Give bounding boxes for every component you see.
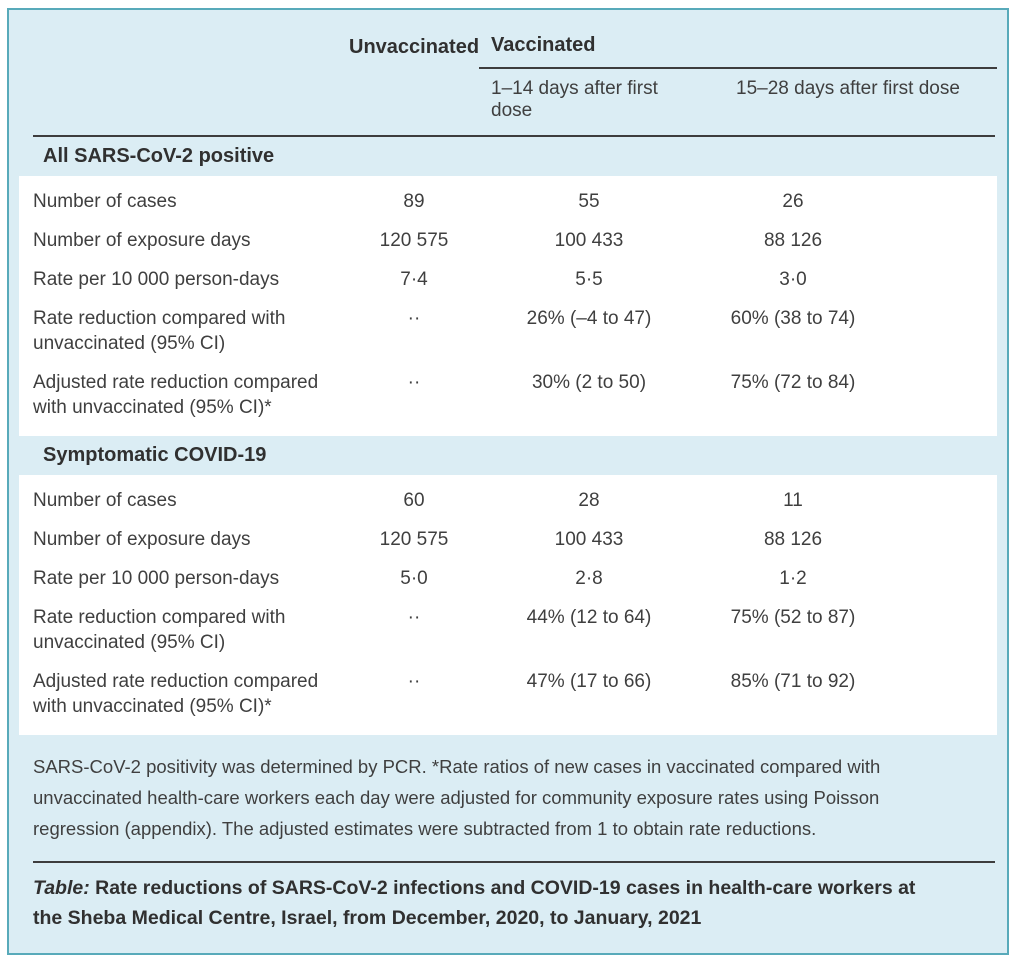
- value-dose1: 100 433: [554, 230, 624, 251]
- caption-label: Table:: [33, 877, 90, 899]
- value-dose2: 75% (72 to 84): [730, 372, 856, 393]
- value-unvaccinated: ··: [407, 372, 421, 393]
- value-unvaccinated: 120 575: [379, 529, 449, 550]
- column-header: Unvaccinated Vaccinated 1–14 days after …: [19, 20, 997, 137]
- row-label: Number of cases: [33, 191, 177, 212]
- row-label: Rate reduction compared with unvaccinate…: [33, 308, 286, 354]
- value-unvaccinated: ··: [407, 671, 421, 692]
- value-dose1: 2·8: [575, 568, 603, 589]
- header-bottom-rule: [33, 135, 995, 137]
- value-unvaccinated: 7·4: [400, 269, 428, 290]
- section-rows-panel: Number of cases 60 28 11 Number of expos…: [19, 475, 997, 735]
- table-caption: Table: Rate reductions of SARS-CoV-2 inf…: [19, 863, 949, 937]
- column-header-dose1: 1–14 days after first dose: [491, 78, 658, 121]
- value-dose1: 5·5: [575, 269, 603, 290]
- value-dose1: 28: [578, 490, 600, 511]
- value-dose2: 88 126: [763, 230, 823, 251]
- value-dose1: 47% (17 to 66): [526, 671, 652, 692]
- value-unvaccinated: 120 575: [379, 230, 449, 251]
- value-dose1: 30% (2 to 50): [531, 372, 647, 393]
- table-footnote: SARS-CoV-2 positivity was determined by …: [33, 756, 881, 839]
- value-dose2: 60% (38 to 74): [730, 308, 856, 329]
- table-row: Rate per 10 000 person-days 7·4 5·5 3·0: [19, 260, 997, 299]
- table-body: All SARS-CoV-2 positive Number of cases …: [19, 137, 997, 735]
- value-unvaccinated: 60: [403, 490, 425, 511]
- column-header-unvaccinated: Unvaccinated: [349, 36, 480, 58]
- value-dose2: 11: [783, 490, 803, 511]
- row-label: Number of exposure days: [33, 230, 251, 251]
- value-dose2: 85% (71 to 92): [730, 671, 856, 692]
- value-unvaccinated: 89: [403, 191, 425, 212]
- value-unvaccinated: 5·0: [400, 568, 428, 589]
- value-unvaccinated: ··: [407, 607, 421, 628]
- column-header-row-subcolumns: 1–14 days after first dose 15–28 days af…: [19, 78, 997, 122]
- section-rows-panel: Number of cases 89 55 26 Number of expos…: [19, 176, 997, 436]
- value-dose1: 100 433: [554, 529, 624, 550]
- table-row: Adjusted rate reduction compared with un…: [19, 363, 997, 427]
- value-unvaccinated: ··: [407, 308, 421, 329]
- column-header-row-groups: Unvaccinated Vaccinated: [19, 34, 997, 69]
- lancet-table-card: Unvaccinated Vaccinated 1–14 days after …: [7, 8, 1009, 955]
- table-row: Number of exposure days 120 575 100 433 …: [19, 520, 997, 559]
- caption-top-rule: [33, 861, 995, 863]
- table-section: All SARS-CoV-2 positive Number of cases …: [19, 137, 997, 436]
- row-label: Number of cases: [33, 490, 177, 511]
- value-dose2: 26: [782, 191, 804, 212]
- value-dose2: 88 126: [763, 529, 823, 550]
- table-row: Number of cases 60 28 11: [19, 481, 997, 520]
- value-dose2: 3·0: [779, 269, 807, 290]
- value-dose2: 75% (52 to 87): [730, 607, 856, 628]
- section-title: Symptomatic COVID-19: [43, 444, 267, 466]
- section-title: All SARS-CoV-2 positive: [43, 145, 275, 167]
- column-header-vaccinated: Vaccinated: [479, 34, 997, 69]
- table-row: Adjusted rate reduction compared with un…: [19, 662, 997, 726]
- row-label: Number of exposure days: [33, 529, 251, 550]
- row-label: Rate per 10 000 person-days: [33, 269, 280, 290]
- table-row: Rate per 10 000 person-days 5·0 2·8 1·2: [19, 559, 997, 598]
- value-dose1: 44% (12 to 64): [526, 607, 652, 628]
- value-dose1: 26% (–4 to 47): [526, 308, 652, 329]
- value-dose1: 55: [578, 191, 600, 212]
- column-header-dose2: 15–28 days after first dose: [736, 78, 960, 99]
- caption-text: Rate reductions of SARS-CoV-2 infections…: [33, 877, 916, 929]
- row-label: Rate per 10 000 person-days: [33, 568, 280, 589]
- row-label: Adjusted rate reduction compared with un…: [33, 671, 319, 717]
- table-row: Number of exposure days 120 575 100 433 …: [19, 221, 997, 260]
- row-label: Rate reduction compared with unvaccinate…: [33, 607, 286, 653]
- table-row: Rate reduction compared with unvaccinate…: [19, 299, 997, 363]
- table-section: Symptomatic COVID-19 Number of cases 60 …: [19, 436, 997, 735]
- row-label: Adjusted rate reduction compared with un…: [33, 372, 319, 418]
- table-row: Number of cases 89 55 26: [19, 182, 997, 221]
- value-dose2: 1·2: [779, 568, 807, 589]
- table-row: Rate reduction compared with unvaccinate…: [19, 598, 997, 662]
